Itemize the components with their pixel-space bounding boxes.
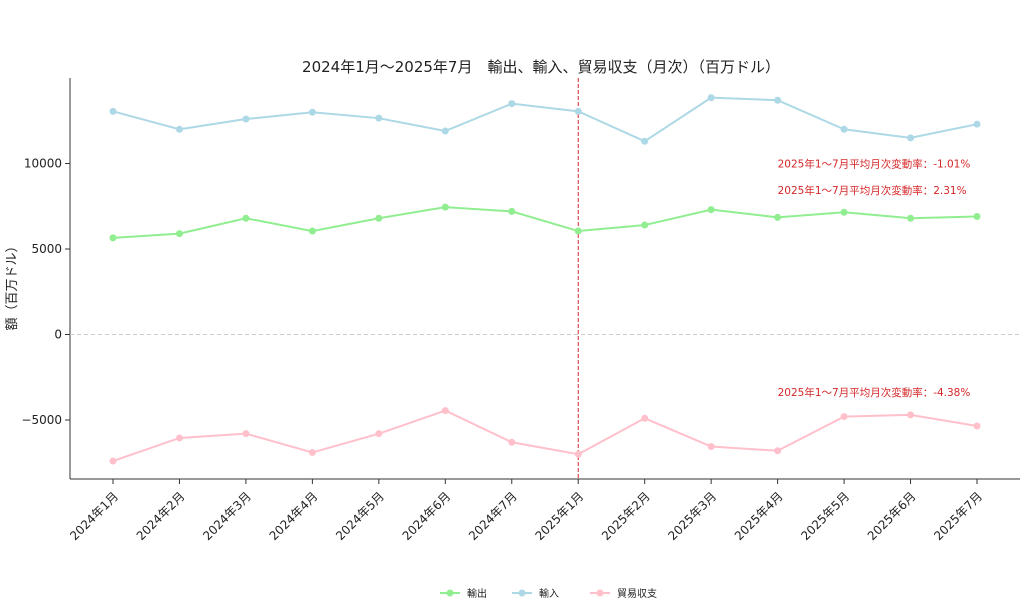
y-tick-label: 5000 [31,242,62,256]
series-2-point [840,413,848,421]
series-0-point [973,213,981,221]
legend-label: 貿易収支 [617,588,657,600]
series-1-point [907,134,915,142]
series-0-point [242,214,250,222]
x-tick-label: 2025年5月 [798,489,852,543]
series-0-point [641,221,649,229]
legend-marker-2 [596,589,604,597]
series-0-point [840,208,848,216]
series-0-point [375,214,383,222]
series-2-point [175,434,183,442]
y-tick-label: −5000 [21,413,62,427]
series-2-point [707,443,715,451]
series-2-point [907,411,915,419]
series-2-point [441,407,449,415]
x-tick-label: 2025年1月 [532,489,586,543]
series-2-point [574,450,582,458]
series-0-point [907,214,915,222]
series-2-point [641,414,649,422]
series-2-point [375,430,383,438]
series-1-point [242,115,250,123]
series-1-point [574,107,582,115]
series-1-point [641,137,649,145]
series-line-2 [112,409,978,462]
series-line-1 [112,96,978,143]
series-0-point [308,227,316,235]
series-1-point [973,120,981,128]
series-2-point [774,447,782,455]
series-0-point [774,213,782,221]
series-2-point [109,457,117,465]
legend-marker-0 [446,589,454,597]
x-tick-label: 2025年4月 [732,489,786,543]
x-tick-label: 2024年2月 [134,489,188,543]
series-2-point [508,438,516,446]
y-tick-label: 10000 [24,157,62,171]
x-tick-label: 2024年5月 [333,489,387,543]
series-0-point [508,207,516,215]
series-2-point [242,430,250,438]
series-0-point [109,234,117,242]
series-2-point [973,422,981,430]
series-1-point [175,125,183,133]
x-tick-label: 2025年6月 [865,489,919,543]
series-1-point [109,107,117,115]
series-2-point [308,448,316,456]
series-0-point [175,230,183,238]
annotation-text: 2025年1～7月平均月次変動率：2.31% [778,184,967,197]
legend-label: 輸入 [539,587,559,600]
series-line-0 [112,206,978,239]
chart-title: 2024年1月～2025年7月 輸出、輸入、貿易収支（月次）（百万ドル） [302,58,780,76]
x-tick-label: 2024年6月 [400,489,454,543]
series-1-point [441,127,449,135]
annotation-text: 2025年1～7月平均月次変動率：-4.38% [778,386,971,399]
series-0-point [441,203,449,211]
series-1-point [308,108,316,116]
x-tick-label: 2024年3月 [200,489,254,543]
series-1-point [508,100,516,108]
x-tick-label: 2025年3月 [665,489,719,543]
series-1-point [840,125,848,133]
series-1-point [774,96,782,104]
annotation-text: 2025年1～7月平均月次変動率：-1.01% [778,158,971,171]
x-tick-label: 2024年1月 [67,489,121,543]
series-1-point [707,94,715,102]
y-axis-label: 額（百万ドル） [5,239,20,330]
legend-label: 輸出 [467,587,487,600]
legend-marker-1 [518,589,526,597]
x-tick-label: 2024年7月 [466,489,520,543]
x-tick-label: 2025年2月 [599,489,653,543]
x-tick-label: 2025年7月 [931,489,985,543]
series-1-point [375,114,383,122]
y-tick-label: 0 [54,328,62,342]
x-tick-label: 2024年4月 [267,489,321,543]
series-0-point [707,206,715,214]
legend: 輸出 輸入 貿易収支 [440,587,657,600]
series-0-point [574,227,582,235]
